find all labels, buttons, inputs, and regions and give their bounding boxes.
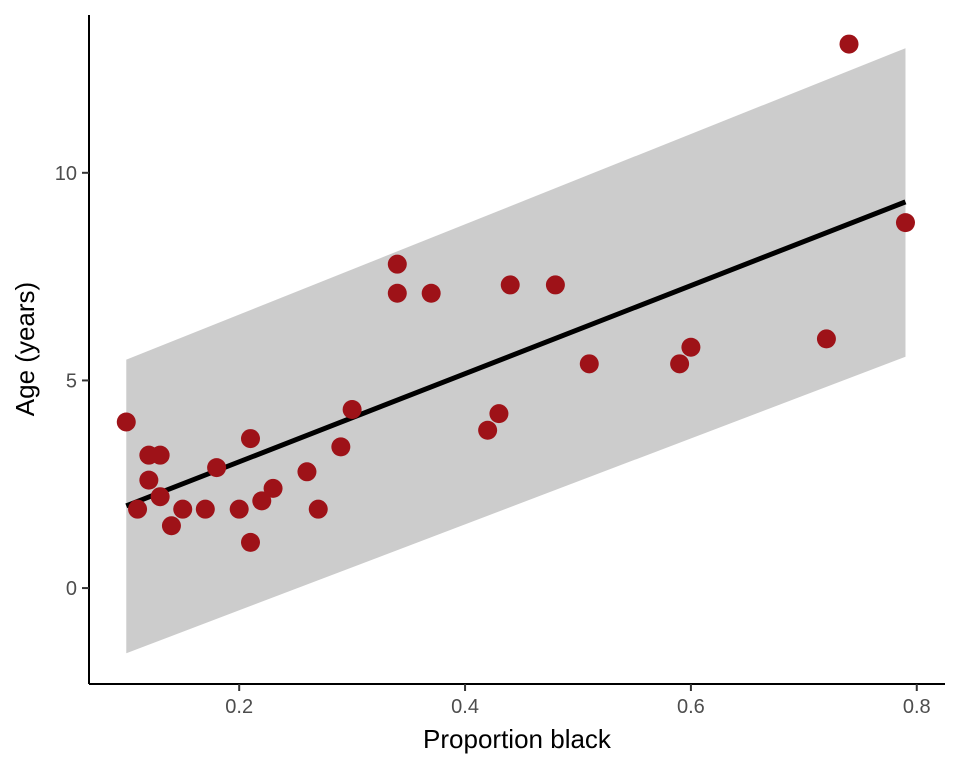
x-tick-label: 0.8 (903, 696, 931, 718)
data-point (139, 470, 159, 490)
y-axis-label: Age (years) (10, 282, 40, 416)
data-point (116, 412, 136, 432)
data-point (500, 275, 520, 295)
data-point (489, 404, 509, 424)
data-point (297, 462, 317, 482)
data-point (478, 420, 498, 440)
confidence-band (126, 48, 906, 654)
data-point (150, 445, 170, 465)
y-tick-label: 0 (66, 578, 77, 600)
data-point (421, 283, 441, 303)
data-point (263, 478, 283, 498)
x-tick-label: 0.2 (225, 696, 253, 718)
data-point (670, 354, 690, 374)
data-point (342, 400, 362, 420)
data-point (579, 354, 599, 374)
data-point (308, 499, 328, 519)
y-tick-label: 10 (55, 163, 77, 185)
data-point (545, 275, 565, 295)
data-point (681, 337, 701, 357)
data-point (195, 499, 215, 519)
data-point (331, 437, 351, 457)
data-point (150, 487, 170, 507)
data-point (161, 516, 181, 536)
data-point (895, 213, 915, 233)
data-point (387, 283, 407, 303)
data-point (252, 491, 272, 511)
data-point (229, 499, 249, 519)
x-tick-label: 0.4 (451, 696, 479, 718)
data-point (128, 499, 148, 519)
regression-line (125, 199, 907, 509)
data-point (207, 458, 227, 478)
x-tick-label: 0.6 (677, 696, 705, 718)
data-point (240, 429, 260, 449)
data-point (839, 34, 859, 54)
data-point (387, 254, 407, 274)
data-point (173, 499, 193, 519)
data-point (240, 532, 260, 552)
y-tick-label: 5 (66, 370, 77, 392)
x-axis-label: Proportion black (423, 724, 612, 754)
data-point (816, 329, 836, 349)
